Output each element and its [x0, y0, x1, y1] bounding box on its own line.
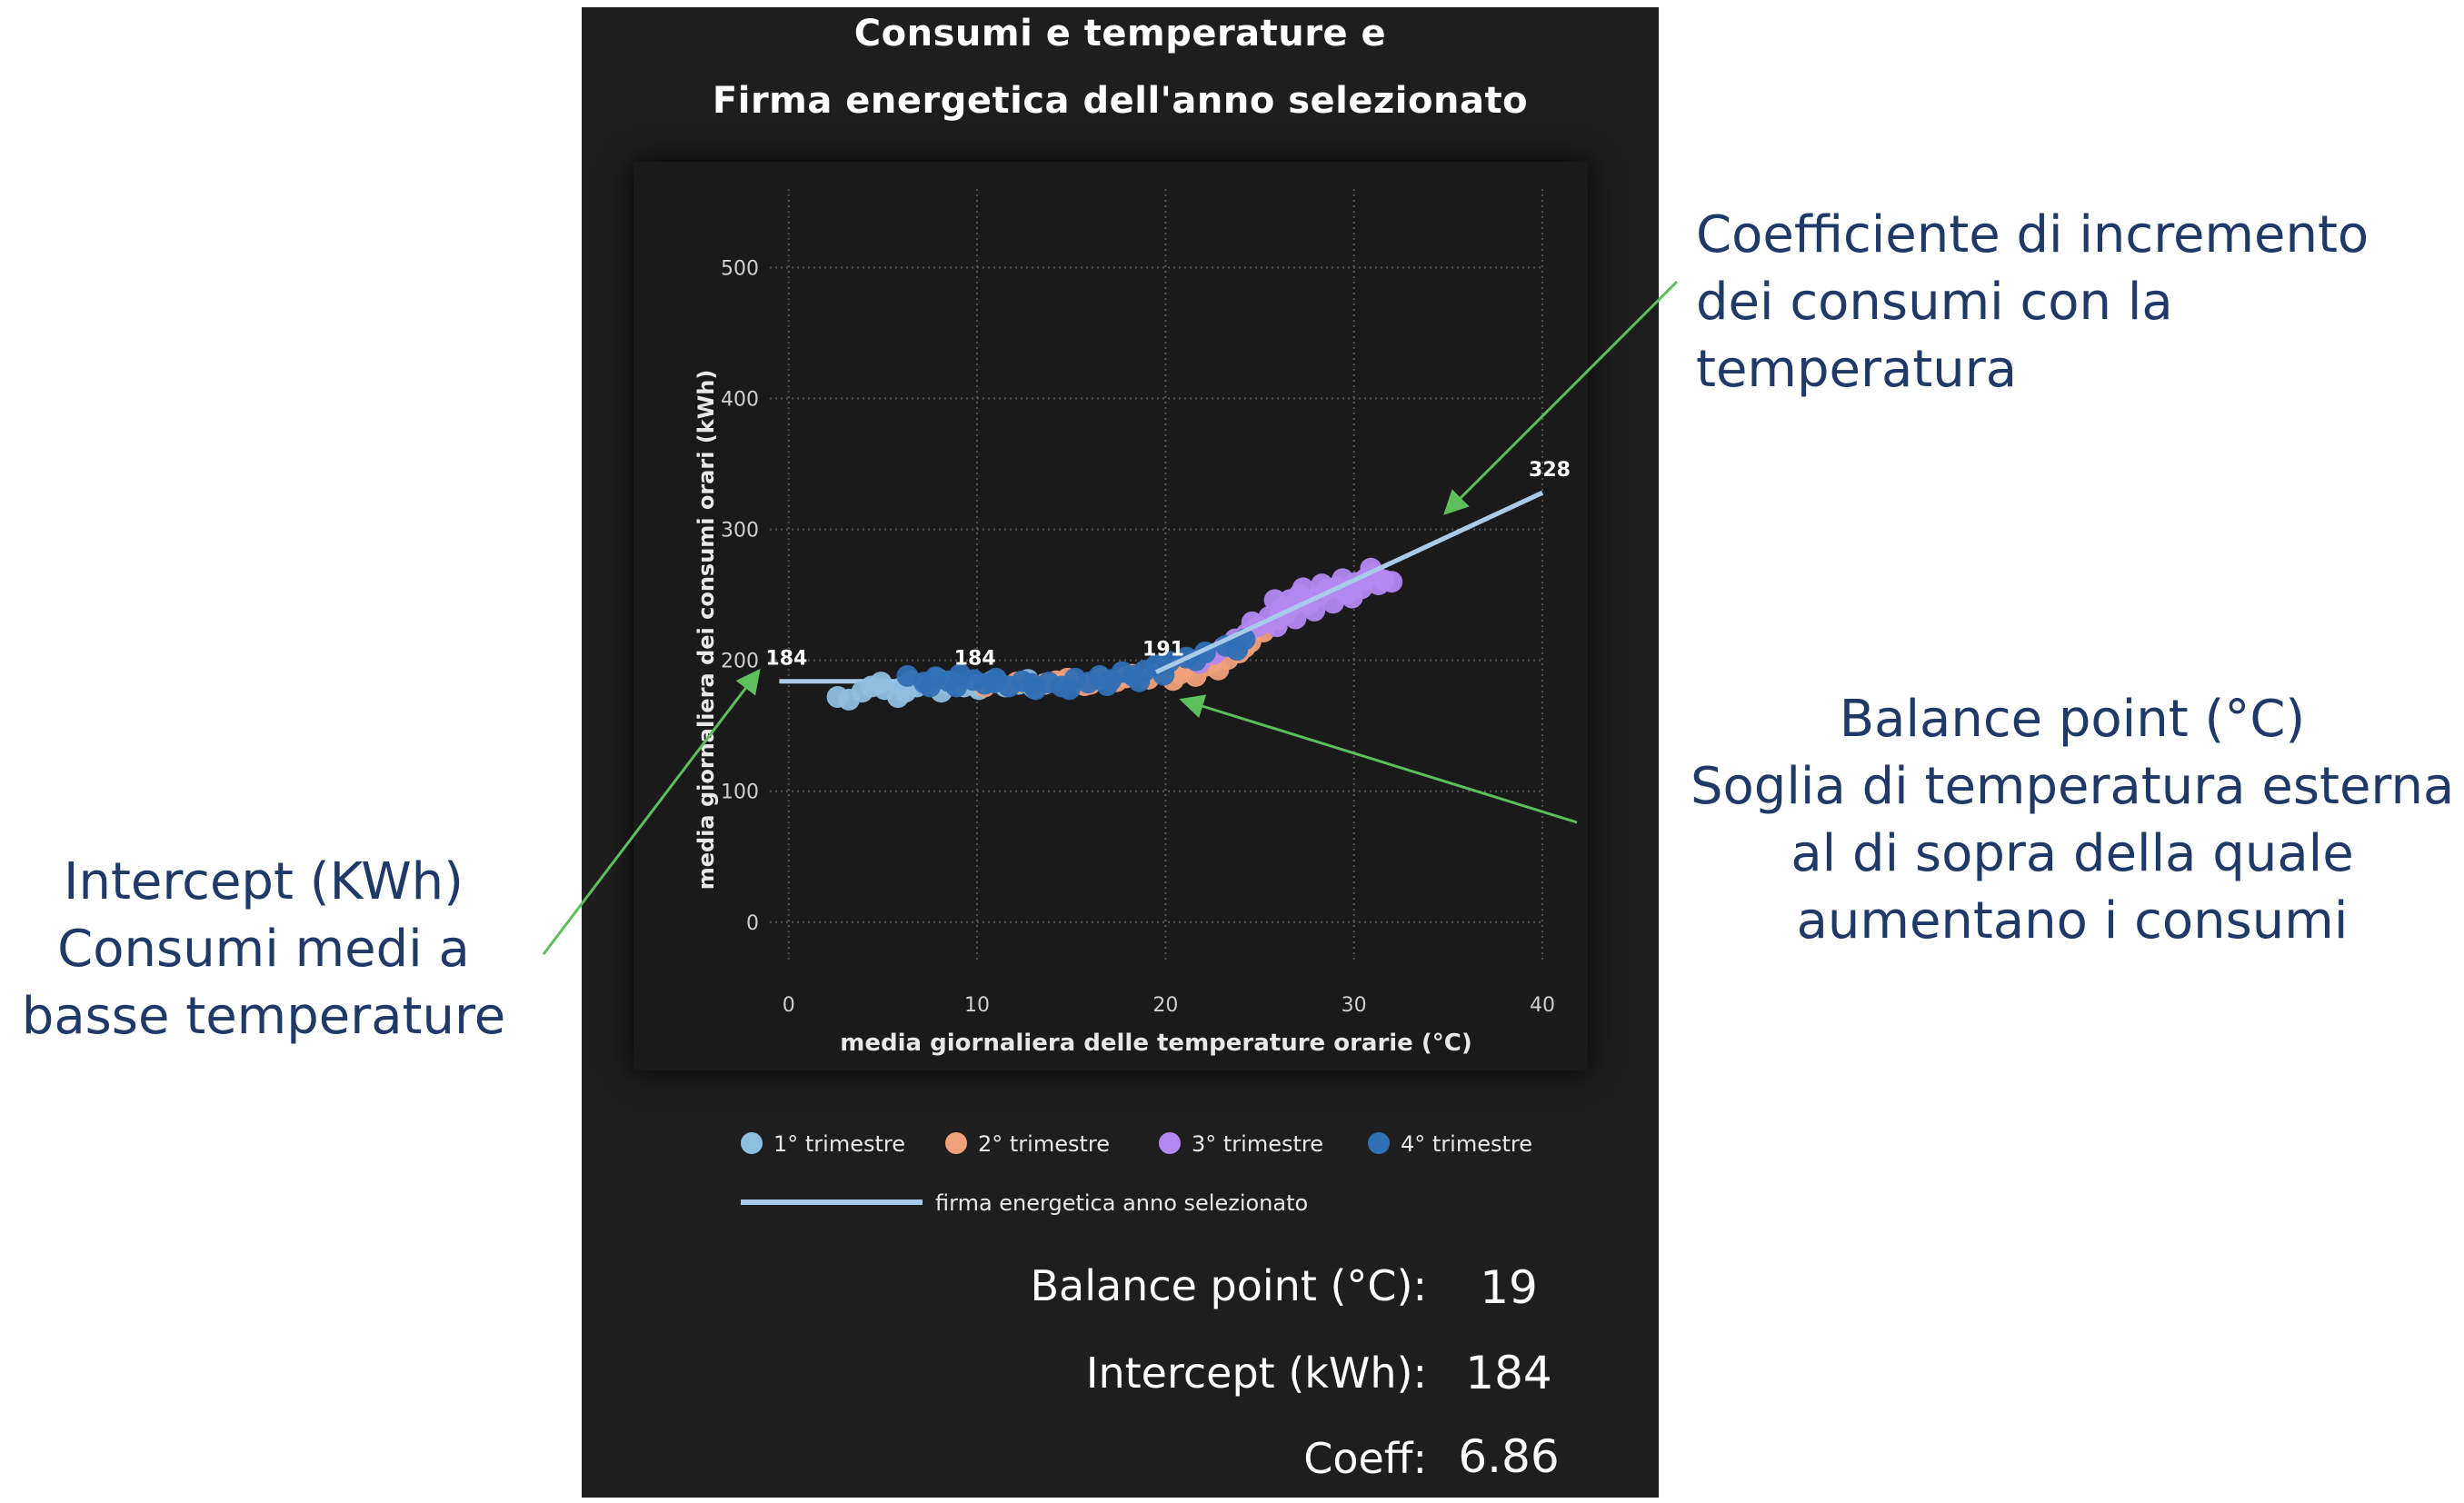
scatter-point-q3 [1350, 577, 1372, 600]
annotation-balance-line2: Soglia di temperatura esterna [1691, 757, 2455, 816]
y-tick-label: 200 [721, 651, 759, 673]
legend-label-q3: 3° trimestre [1192, 1131, 1323, 1157]
annotation-balance-line3: al di sopra della quale [1791, 824, 2354, 883]
y-tick-label: 100 [721, 781, 759, 804]
annotation-balance-line4: aumentano i consumi [1796, 891, 2349, 951]
energy-signature-panel: Consumi e temperature e Firma energetica… [582, 7, 1659, 1498]
scatter-point-q4 [896, 664, 919, 687]
y-tick-label: 300 [721, 520, 759, 542]
y-tick-label: 400 [721, 389, 759, 412]
annotation-coefficient-line1: Coefficiente di incremento [1696, 205, 2369, 264]
scatter-point-q4 [1058, 678, 1081, 701]
x-tick-label: 10 [964, 994, 990, 1017]
annotation-intercept-line3: basse temperature [21, 987, 506, 1046]
legend-label-q1: 1° trimestre [773, 1131, 905, 1157]
scatter-point-q4 [1096, 674, 1119, 697]
signature-data-label: 184 [954, 648, 996, 671]
intercept-label: Intercept (kWh): [1085, 1349, 1427, 1398]
scatter-point-q4 [1226, 639, 1249, 662]
annotation-intercept: Intercept (KWh) Consumi medi a basse tem… [9, 849, 518, 1050]
signature-data-label: 328 [1529, 459, 1571, 482]
signature-data-label: 191 [1142, 639, 1184, 662]
scatter-point-q3 [1322, 592, 1344, 614]
x-tick-label: 20 [1152, 994, 1178, 1017]
energy-signature-line-slope [1154, 490, 1544, 674]
legend-marker-q4 [1368, 1132, 1390, 1154]
coeff-value: 6.86 [1458, 1430, 1560, 1483]
legend-line-label: firma energetica anno selezionato [935, 1190, 1308, 1216]
annotation-intercept-line2: Consumi medi a [57, 920, 470, 979]
y-tick-label: 500 [721, 257, 759, 280]
scatter-point-q3 [1303, 599, 1326, 622]
panel-title-line2: Firma energetica dell'anno selezionato [712, 80, 1529, 122]
x-tick-label: 0 [783, 994, 795, 1017]
signature-data-label: 184 [765, 648, 807, 671]
balance-point-label: Balance point (°C): [1030, 1261, 1427, 1310]
y-axis-label: media giornaliera dei consumi orari (kWh… [693, 370, 719, 891]
scatter-point-q4 [1128, 670, 1151, 692]
annotation-coefficient: Coefficiente di incremento dei consumi c… [1696, 202, 2369, 403]
scatter-point-q4 [945, 675, 968, 698]
x-axis-label: media giornaliera delle temperature orar… [840, 1030, 1471, 1057]
annotation-intercept-line1: Intercept (KWh) [63, 852, 464, 911]
chart-plot-area: 0 10 20 30 40 0 100 200 300 400 500 media giornalie… [633, 162, 1588, 1216]
scatter-point-q4 [919, 675, 942, 698]
scatter-point-q3 [1292, 577, 1314, 600]
scatter-point-q4 [1021, 672, 1043, 695]
legend-label-q2: 2° trimestre [978, 1131, 1110, 1157]
scatter-point-q1 [851, 681, 873, 703]
legend-marker-q1 [741, 1132, 763, 1154]
annotation-coefficient-line3: temperatura [1696, 340, 2018, 399]
coeff-label: Coeff: [1303, 1434, 1427, 1483]
scatter-point-q1 [870, 672, 893, 694]
annotation-balance-point: Balance point (°C) Soglia di temperatura… [1691, 686, 2454, 955]
scatter-point-q3 [1311, 573, 1333, 596]
x-tick-label: 30 [1342, 994, 1367, 1017]
balance-point-value: 19 [1480, 1261, 1538, 1314]
annotation-coefficient-line2: dei consumi con la [1696, 273, 2173, 332]
intercept-value: 184 [1465, 1347, 1552, 1399]
annotation-balance-line1: Balance point (°C) [1839, 690, 2306, 749]
x-tick-label: 40 [1530, 994, 1555, 1017]
legend-marker-q2 [945, 1132, 967, 1154]
scatter-point-q4 [983, 672, 1005, 694]
legend-label-q4: 4° trimestre [1401, 1131, 1532, 1157]
legend-marker-q3 [1159, 1132, 1181, 1154]
y-tick-label: 0 [746, 912, 759, 935]
panel-title-line1: Consumi e temperature e [853, 13, 1387, 55]
